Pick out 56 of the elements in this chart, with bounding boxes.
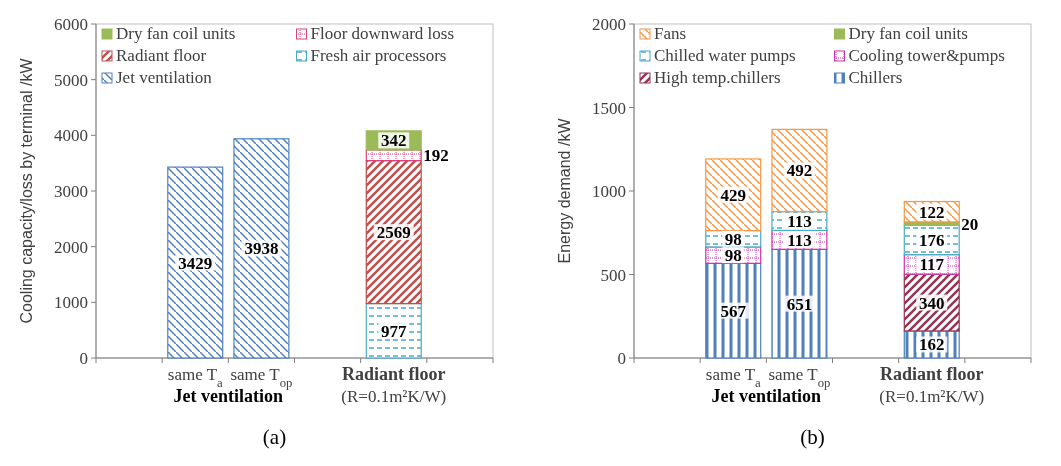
bar — [705, 158, 762, 232]
x-tick-label: Radiant floor (R=0.1m²K/W) — [341, 364, 447, 406]
data-label: 162 — [919, 335, 945, 355]
data-label: 98 — [724, 229, 742, 249]
bar — [365, 160, 422, 305]
legend-label: Chillers — [848, 68, 903, 87]
legend-label: Cooling tower&pumps — [848, 46, 1005, 65]
data-label: 113 — [787, 211, 812, 231]
legend-label: Fans — [654, 24, 687, 43]
data-label: 3938 — [244, 239, 279, 259]
y-tick-label: 1000 — [54, 293, 88, 313]
y-tick-label: 0 — [617, 349, 626, 368]
y-axis-title: Energy demand /kW — [556, 117, 573, 264]
data-label: 567 — [720, 301, 747, 321]
y-tick-label: 2000 — [592, 15, 626, 34]
data-label: 342 — [381, 131, 407, 151]
y-tick-label: 5000 — [54, 70, 88, 90]
data-label: 977 — [381, 321, 407, 341]
y-tick-label: 0 — [79, 349, 88, 368]
y-tick-label: 1500 — [592, 98, 626, 118]
data-label: 98 — [724, 246, 742, 266]
y-tick-label: 1000 — [592, 182, 626, 201]
x-tick-label: Radiant floor (R=0.1m²K/W) — [879, 364, 985, 406]
data-label: 192 — [423, 146, 449, 166]
bar — [771, 128, 828, 213]
legend-label: Radiant floor — [116, 46, 207, 65]
data-label: 122 — [919, 202, 945, 222]
text: (b) — [800, 425, 825, 449]
legend-label: Chilled water pumps — [654, 46, 796, 65]
text: (a) — [262, 425, 287, 449]
y-tick-label: 4000 — [54, 126, 88, 146]
y-tick-label: 500 — [600, 265, 626, 285]
y-tick-label: 2000 — [54, 237, 88, 257]
legend-label: Dry fan coil units — [116, 24, 236, 43]
data-label: 651 — [786, 294, 813, 314]
data-label: 3429 — [178, 253, 213, 273]
data-label: 20 — [961, 214, 979, 234]
data-label: 492 — [786, 161, 813, 181]
legend-label: Floor downward loss — [310, 24, 455, 43]
legend-label: Fresh air processors — [310, 46, 447, 65]
data-label: 429 — [720, 185, 746, 205]
data-label: 113 — [787, 230, 812, 250]
bar — [233, 138, 290, 359]
y-axis-title: Cooling capacity/loss by terminal /kW — [18, 57, 35, 324]
y-tick-label: 3000 — [54, 182, 88, 201]
data-label: 340 — [919, 293, 945, 313]
bar — [705, 262, 762, 359]
data-label: 176 — [919, 230, 945, 250]
y-tick-label: 6000 — [54, 15, 88, 34]
data-label: 2569 — [376, 223, 411, 243]
data-label: 117 — [919, 255, 945, 275]
legend-label: Dry fan coil units — [848, 24, 968, 43]
bar — [771, 248, 828, 359]
bar — [167, 166, 224, 359]
legend-label: Jet ventilation — [116, 68, 213, 87]
legend-label: High temp.chillers — [654, 68, 781, 87]
